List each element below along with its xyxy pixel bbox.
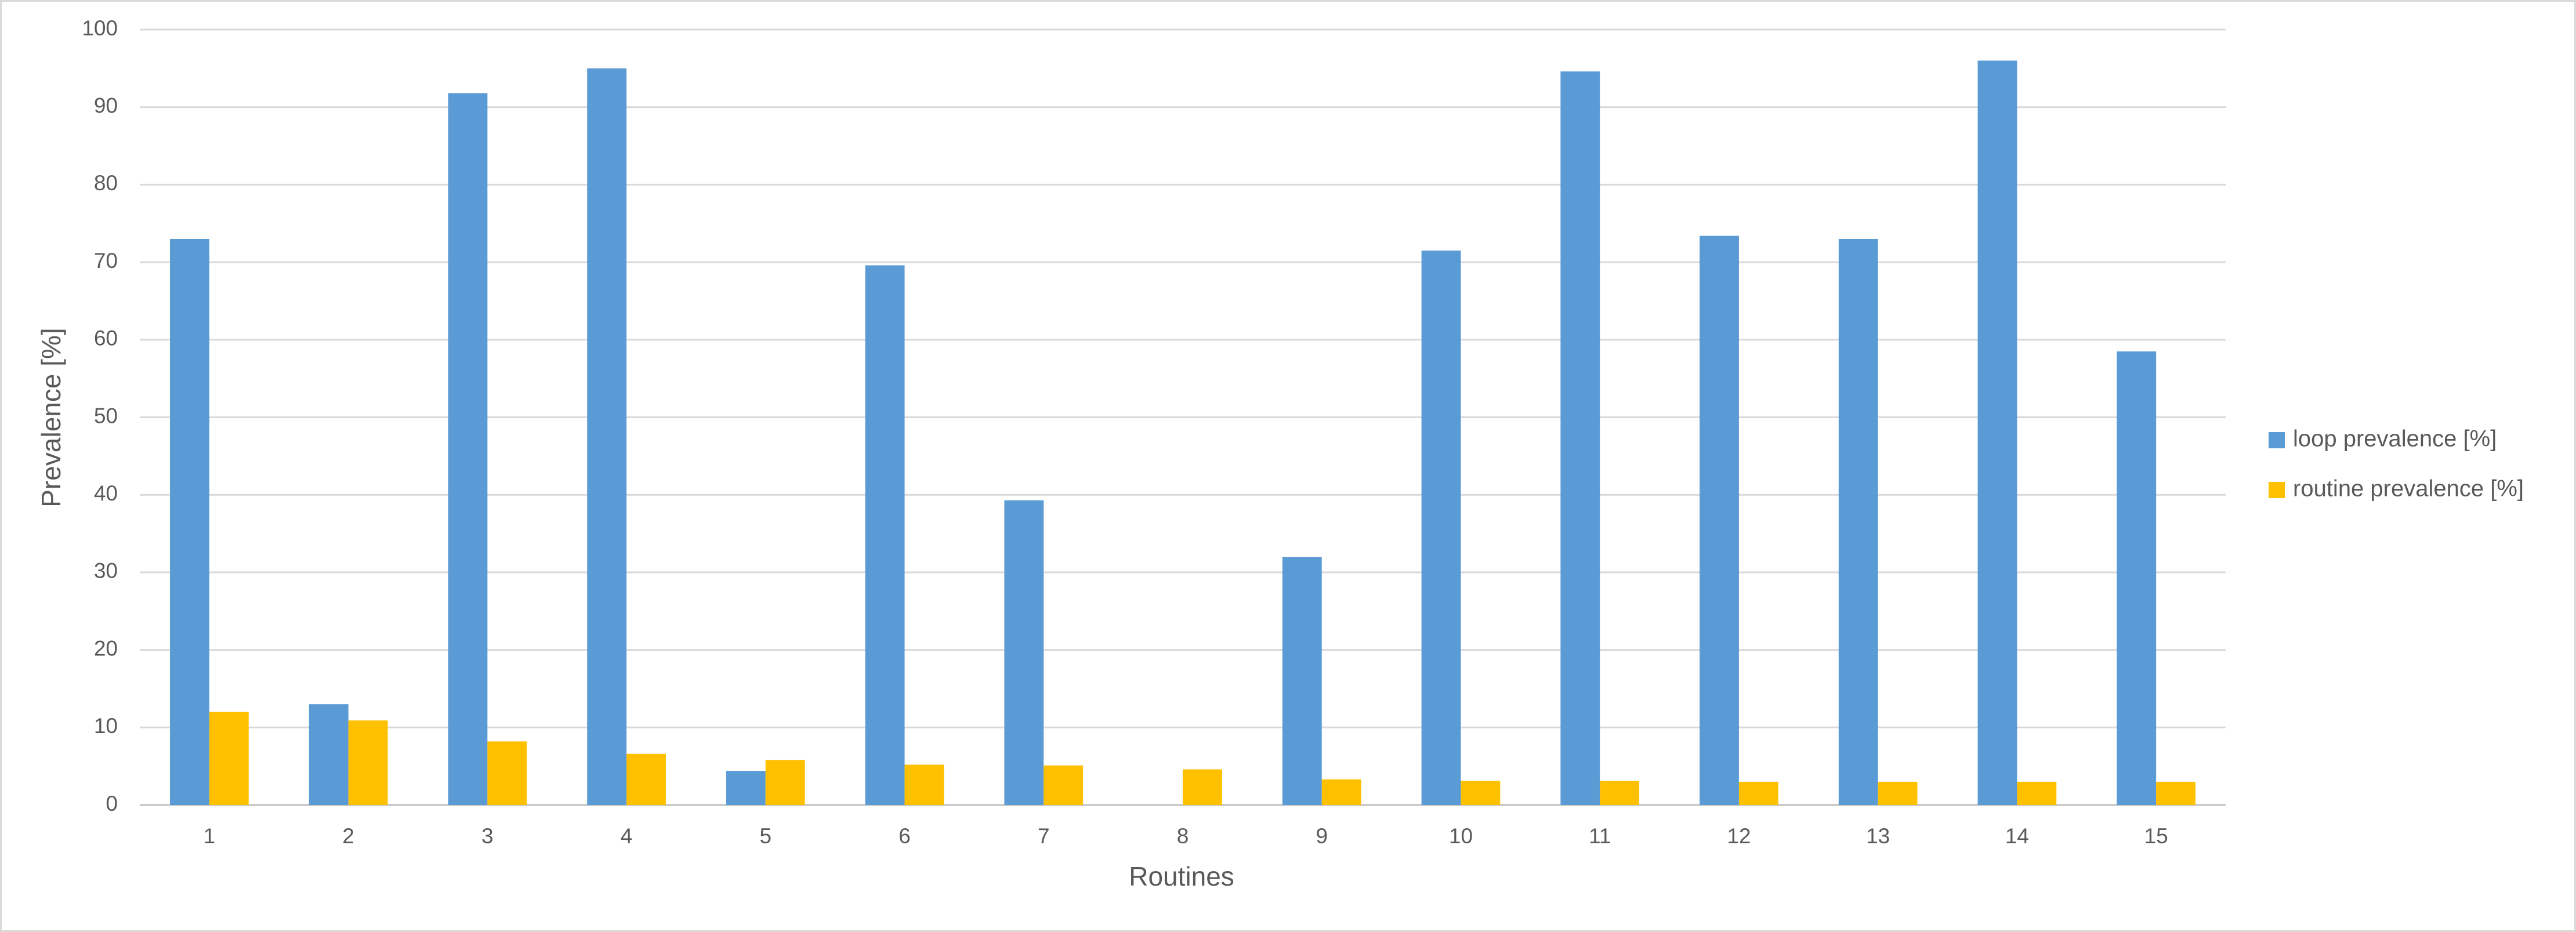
- x-tick-label: 5: [760, 824, 772, 848]
- x-tick-label: 9: [1316, 824, 1328, 848]
- y-tick-label: 100: [82, 16, 118, 40]
- bar: [1977, 60, 2017, 806]
- y-tick-label: 40: [94, 481, 118, 505]
- x-tick-label: 8: [1177, 824, 1189, 848]
- bar: [1560, 71, 1600, 805]
- bar: [2117, 351, 2157, 805]
- bar: [626, 753, 666, 805]
- bar: [587, 68, 627, 806]
- bar: [765, 760, 805, 805]
- bar: [1044, 765, 1084, 805]
- x-tick-label: 6: [898, 824, 911, 848]
- x-axis-title: Routines: [1129, 861, 1234, 891]
- legend-label: loop prevalence [%]: [2293, 426, 2497, 452]
- x-tick-label: 2: [342, 824, 354, 848]
- bar: [726, 771, 766, 805]
- bar: [448, 93, 488, 805]
- bar: [1878, 781, 1918, 805]
- bar: [2156, 781, 2195, 805]
- x-tick-label: 7: [1038, 824, 1050, 848]
- bar: [1004, 500, 1044, 805]
- y-tick-label: 20: [94, 636, 118, 660]
- y-tick-label: 10: [94, 714, 118, 738]
- bar: [487, 741, 527, 805]
- bar: [2017, 781, 2057, 805]
- bar: [1700, 235, 1739, 806]
- bar: [170, 238, 209, 805]
- x-tick-label: 13: [1866, 824, 1890, 848]
- bar: [904, 764, 944, 805]
- bar: [1461, 781, 1501, 805]
- bar: [209, 712, 249, 805]
- y-axis-title: Prevalence [%]: [36, 328, 66, 507]
- y-tick-label: 80: [94, 171, 118, 195]
- x-tick-label: 1: [204, 824, 216, 848]
- y-tick-label: 70: [94, 249, 118, 273]
- y-tick-label: 30: [94, 559, 118, 583]
- bar: [348, 720, 388, 805]
- legend-swatch: [2269, 482, 2285, 498]
- x-tick-label: 14: [2005, 824, 2029, 848]
- x-tick-label: 11: [1589, 824, 1611, 848]
- legend-label: routine prevalence [%]: [2293, 476, 2524, 502]
- bar: [309, 704, 349, 805]
- y-tick-label: 90: [94, 93, 118, 117]
- x-tick-label: 4: [621, 824, 633, 848]
- x-tick-label: 12: [1727, 824, 1751, 848]
- y-tick-label: 60: [94, 327, 118, 350]
- x-tick-label: 10: [1449, 824, 1473, 848]
- y-tick-label: 50: [94, 404, 118, 427]
- bar: [1838, 238, 1878, 805]
- bar: [865, 265, 905, 805]
- bar: [1421, 251, 1461, 805]
- bar: [1738, 781, 1778, 805]
- bar: [1600, 781, 1640, 805]
- legend-swatch: [2269, 432, 2285, 448]
- bar: [1183, 769, 1222, 805]
- x-tick-label: 3: [481, 824, 494, 848]
- bar: [1282, 557, 1322, 805]
- y-tick-label: 0: [106, 792, 118, 815]
- x-tick-label: 15: [2144, 824, 2168, 848]
- bar: [1321, 779, 1361, 805]
